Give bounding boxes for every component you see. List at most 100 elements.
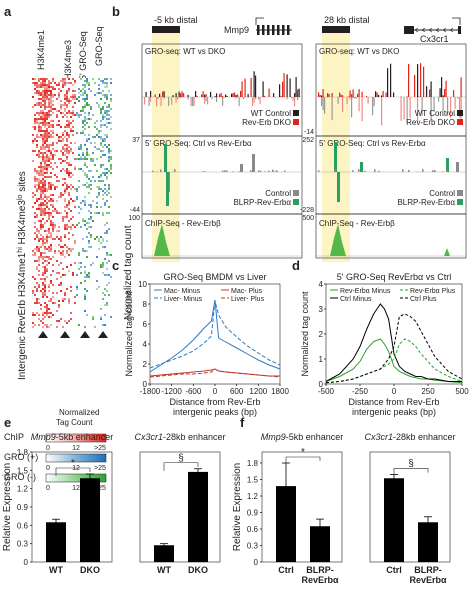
x-tick-label: -600 bbox=[185, 387, 202, 396]
series-rev-erb-plus bbox=[325, 338, 463, 384]
distal-label: -5 kb distal bbox=[154, 15, 198, 25]
tss-arrow bbox=[452, 17, 461, 25]
series-mac-minus bbox=[149, 299, 281, 373]
panel-letter-f: f bbox=[240, 415, 245, 430]
distal-bar bbox=[152, 26, 180, 33]
y-tick-label: 1.5 bbox=[247, 476, 259, 485]
track1-legend-label: WT Control bbox=[415, 109, 456, 118]
y-tick-label: 0.9 bbox=[247, 509, 259, 518]
panel-letter-c: c bbox=[112, 258, 119, 273]
x-axis-label-2: intergenic peaks (bp) bbox=[173, 407, 257, 417]
heatmap-column-2 bbox=[54, 78, 76, 328]
significance-mark: * bbox=[301, 447, 305, 458]
strand-chevron bbox=[421, 27, 426, 33]
track2-legend-label: Control bbox=[429, 189, 455, 198]
scale-legend: ChIP 0 12 >25 GRO (+) 0 12 >25 GRO (-) 0 12 >25 bbox=[4, 432, 107, 492]
track1-legend-swatch bbox=[293, 110, 299, 116]
gene-exon bbox=[267, 25, 270, 35]
y-axis-label: Relative Expression bbox=[232, 463, 243, 551]
x-axis-label-1: Distance from Rev-Erb bbox=[169, 397, 260, 407]
y-tick-label: 0.3 bbox=[247, 542, 259, 551]
bar-1 bbox=[46, 522, 66, 562]
gene-name: Cx3cr1 bbox=[420, 34, 449, 44]
y-tick-label: 10 bbox=[138, 280, 147, 289]
browser-left: -5 kb distal Mmp9 GRO-seq: WT vs DKO 5' GRO… bbox=[128, 15, 303, 262]
gene-name: Mmp9 bbox=[224, 25, 249, 35]
track-title: 5' GRO-Seq: Ctrl vs Rev-Erbα bbox=[319, 139, 426, 148]
bar-group-title: Cx3cr1-28kb enhancer bbox=[134, 432, 225, 442]
scale-tick-3-2: 12 bbox=[72, 485, 80, 492]
bar-category-label: DKO bbox=[188, 565, 208, 575]
track-title: 5' GRO-Seq: Ctrl vs Rev-Erbα bbox=[145, 139, 252, 148]
track-ymin: -44 bbox=[130, 207, 140, 214]
track-title: ChIP-Seq - Rev-Erbβ bbox=[319, 219, 395, 228]
track2-legend-label: BLRP-Rev-Erbα bbox=[233, 198, 291, 207]
x-tick-label: 1200 bbox=[249, 387, 267, 396]
track-ymin: -228 bbox=[300, 207, 314, 214]
x-tick-label: -500 bbox=[318, 387, 335, 396]
bar-group-1: Mmp9-5kb enhancer 0 0.3 0.6 0.9 1.2 1.5 1.8 WT DK… bbox=[17, 432, 113, 575]
plot-frame bbox=[369, 451, 451, 563]
strand-chevron bbox=[449, 27, 454, 33]
center-marker-2 bbox=[60, 331, 70, 338]
x-tick-label: 0 bbox=[392, 387, 397, 396]
track1-legend-label: Rev-Erb DKO bbox=[242, 118, 291, 127]
series-ctrl-minus bbox=[325, 303, 462, 382]
chart-e: Mmp9-5kb enhancer 0 0.3 0.6 0.9 1.2 1.5 1.8 WT DK… bbox=[2, 432, 226, 575]
x-tick-label: 1800 bbox=[271, 387, 289, 396]
bar-category-label: RevErbα bbox=[409, 575, 447, 585]
track2-legend-label: BLRP-Rev-Erbα bbox=[397, 198, 455, 207]
chart-title: 5' GRO-Seq RevErbα vs Ctrl bbox=[337, 272, 451, 282]
browser-track-1: GRO-seq: WT vs DKO bbox=[141, 43, 303, 137]
browser-track-2: 5' GRO-Seq: Ctrl vs Rev-Erbα 252 -228 bbox=[300, 135, 467, 215]
gene-exon bbox=[257, 25, 260, 35]
y-tick-label: 0 bbox=[319, 380, 324, 389]
track-signal bbox=[330, 224, 450, 256]
bar-group-title: Mmp9-5kb enhancer bbox=[261, 432, 344, 442]
panel-letter-a: a bbox=[4, 4, 12, 19]
gene-exon bbox=[458, 26, 461, 34]
y-tick-label: 4 bbox=[319, 280, 324, 289]
scale-bar-1 bbox=[45, 433, 107, 443]
gene-exon bbox=[404, 26, 414, 34]
scale-tick-2-2: 12 bbox=[72, 465, 80, 472]
track-frame bbox=[141, 213, 303, 259]
y-tick-label: 1 bbox=[319, 355, 324, 364]
center-marker-3 bbox=[80, 331, 90, 338]
bar-group-title: Mmp9-5kb enhancer bbox=[31, 432, 114, 442]
scale-row-label-1: ChIP bbox=[4, 432, 24, 442]
browser-track-3: ChIP-Seq - Rev-Erbβ 100 bbox=[128, 213, 303, 259]
bar-2 bbox=[188, 471, 208, 562]
x-tick-label: 500 bbox=[455, 387, 469, 396]
chart-f: Mmp9-5kb enhancer 0 0.3 0.6 0.9 1.2 1.5 1.8 Ctrl… bbox=[232, 432, 456, 585]
track-title: GRO-seq: WT vs DKO bbox=[145, 47, 225, 56]
track1-legend-swatch bbox=[293, 119, 299, 125]
panel-letter-b: b bbox=[112, 4, 120, 19]
y-axis-label: Normalized tag count bbox=[124, 291, 134, 377]
legend-label: Mac- Minus bbox=[164, 288, 201, 295]
heatmap bbox=[32, 78, 112, 328]
bar-2 bbox=[418, 522, 438, 562]
bar-category-label: WT bbox=[49, 565, 63, 575]
bar-1 bbox=[276, 486, 296, 562]
bar-1 bbox=[154, 545, 174, 562]
chart-title: GRO-Seq BMDM vs Liver bbox=[163, 272, 266, 282]
browser-ylabel: Normalized tag count bbox=[123, 225, 134, 320]
track-signal bbox=[144, 71, 300, 107]
track2-legend-label: Control bbox=[265, 189, 291, 198]
track-ymax: 500 bbox=[302, 215, 314, 222]
bar-group-1: Mmp9-5kb enhancer 0 0.3 0.6 0.9 1.2 1.5 1.8 Ctrl… bbox=[247, 432, 343, 585]
y-tick-label: 6 bbox=[143, 320, 148, 329]
y-tick-label: 0.3 bbox=[17, 540, 29, 549]
track-ymax: 252 bbox=[302, 137, 314, 144]
legend-label: Mac- Plus bbox=[231, 288, 263, 295]
y-tick-label: 3 bbox=[319, 305, 324, 314]
scale-row-label-3: GRO (-) bbox=[4, 472, 36, 482]
bar-group-2: Cx3cr1-28kb enhancer WT DKO § bbox=[134, 432, 225, 575]
bar-category-label: Ctrl bbox=[278, 565, 294, 575]
track-signal bbox=[152, 144, 286, 206]
scale-title-2: Tag Count bbox=[56, 418, 93, 427]
track-ymax: 37 bbox=[132, 137, 140, 144]
y-tick-label: 1.2 bbox=[247, 492, 259, 501]
